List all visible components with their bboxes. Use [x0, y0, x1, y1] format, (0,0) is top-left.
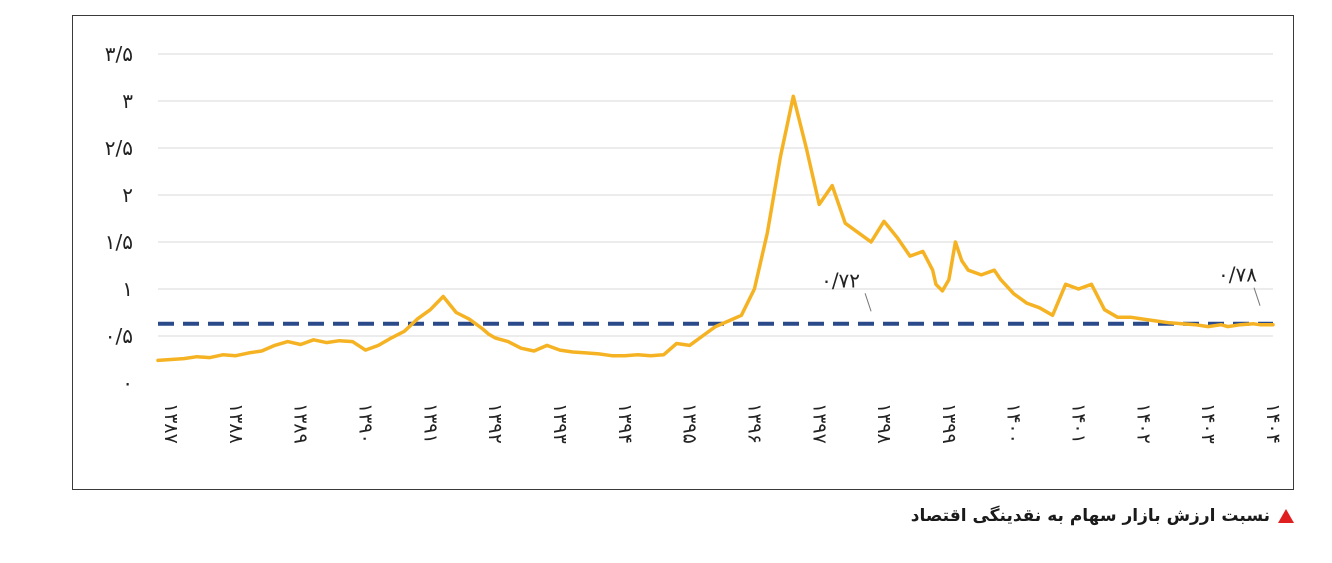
y-tick-label: ۰	[122, 371, 133, 395]
y-tick-label: ۰/۵	[105, 324, 133, 348]
x-tick-label: ۱۳۹۲	[484, 403, 506, 444]
y-tick-label: ۳	[122, 89, 133, 113]
x-tick-label: ۱۴۰۱	[1068, 403, 1090, 444]
x-tick-label: ۱۴۰۲	[1132, 403, 1154, 444]
y-tick-label: ۳/۵	[105, 42, 133, 66]
x-tick-label: ۱۴۰۰	[1003, 403, 1025, 444]
annotation-leader	[1253, 287, 1261, 306]
x-tick-label: ۱۳۹۶	[743, 403, 765, 444]
series-layer	[156, 94, 1275, 363]
x-tick-label: ۱۴۰۳	[1197, 403, 1219, 444]
x-tick-label: ۱۳۹۹	[938, 403, 960, 444]
y-tick-label: ۲	[122, 183, 133, 207]
y-tick-label: ۱	[122, 277, 133, 301]
annotation-label: ۰/۷۸	[1218, 263, 1257, 287]
x-tick-label: ۱۳۹۰	[354, 403, 376, 444]
x-tick-label: ۱۴۰۴	[1262, 403, 1284, 444]
x-tick-label: ۱۳۹۵	[679, 403, 701, 444]
x-tick-label: ۱۳۹۴	[614, 403, 636, 444]
x-tick-label: ۱۳۹۸	[873, 403, 895, 444]
x-tick-label: ۱۳۸۹	[290, 403, 312, 444]
annotations-layer: ۰/۷۲ ۰/۷۸	[821, 263, 1261, 312]
annotation-label: ۰/۷۲	[821, 268, 860, 292]
y-tick-label: ۲/۵	[105, 136, 133, 160]
annotation-leader	[864, 293, 872, 312]
x-tick-label: ۱۳۹۷	[808, 403, 830, 444]
y-tick-label: ۱/۵	[105, 230, 133, 254]
chart-caption: نسبت ارزش بازار سهام به نقدینگی اقتصاد	[911, 506, 1294, 526]
x-tick-label: ۱۳۹۱	[419, 403, 441, 444]
grid-lines	[158, 53, 1273, 337]
x-axis-ticks: ۱۳۸۷ ۱۳۸۸ ۱۳۸۹ ۱۳۹۰ ۱۳۹۱ ۱۳۹۲ ۱۳۹۳ ۱۳۹۴ ۱۳۹۵ ۱۳۹۶…	[160, 403, 1284, 444]
line-chart: ۰ ۰/۵ ۱ ۱/۵ ۲ ۲/۵ ۳ ۳/۵ ۱۳۸۷ ۱۳۸۸ ۱۳۸۹ ۱۳۹۰ ۱۳۹۱ ۱۳۹…	[105, 42, 1284, 444]
x-tick-label: ۱۳۹۳	[549, 403, 571, 444]
y-axis-ticks: ۰ ۰/۵ ۱ ۱/۵ ۲ ۲/۵ ۳ ۳/۵	[105, 42, 133, 395]
x-tick-label: ۱۳۸۸	[225, 403, 247, 444]
chart-frame: ۰ ۰/۵ ۱ ۱/۵ ۲ ۲/۵ ۳ ۳/۵ ۱۳۸۷ ۱۳۸۸ ۱۳۸۹ ۱۳۹۰ ۱۳۹۱ ۱۳۹…	[72, 15, 1294, 490]
series-line	[156, 94, 1275, 363]
caption-text: نسبت ارزش بازار سهام به نقدینگی اقتصاد	[910, 506, 1270, 526]
x-tick-label: ۱۳۸۷	[160, 403, 182, 444]
caption-triangle-icon	[1278, 509, 1294, 523]
